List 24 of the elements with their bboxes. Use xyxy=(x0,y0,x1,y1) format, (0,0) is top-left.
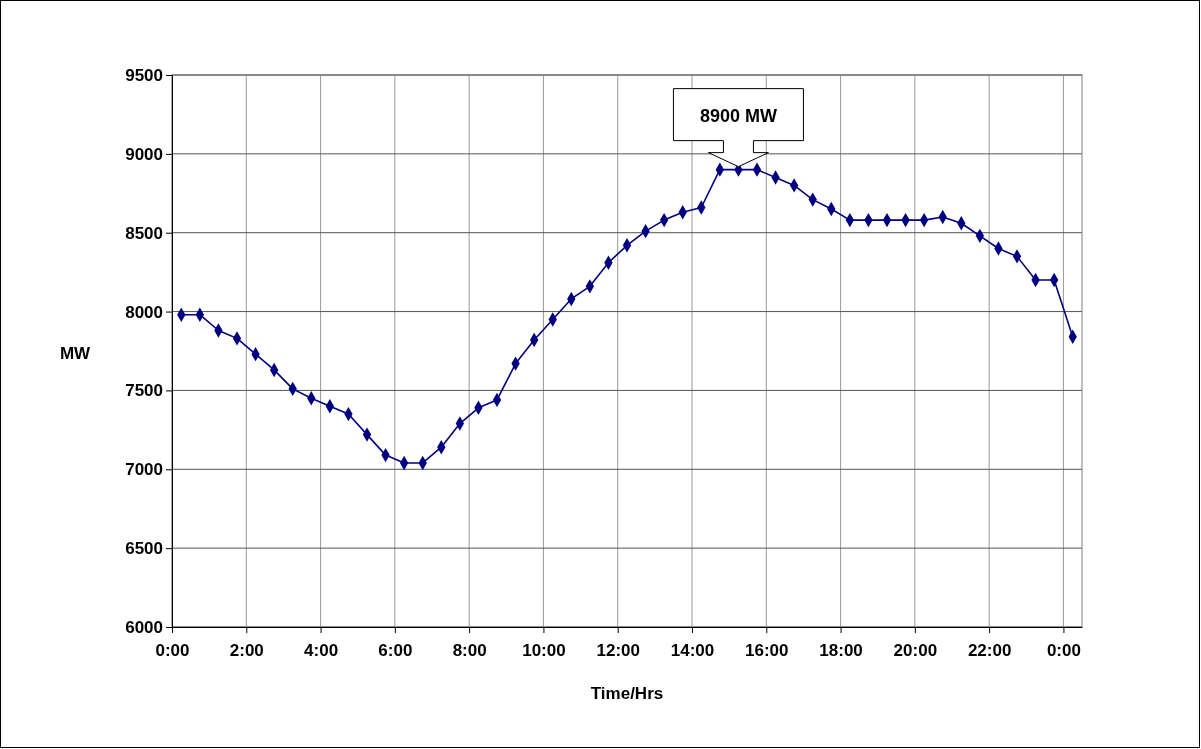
x-tick-label: 0:00 xyxy=(1046,641,1081,661)
y-tick-label: 7000 xyxy=(125,460,163,480)
y-tick-label: 9500 xyxy=(125,65,163,85)
x-tick-label: 6:00 xyxy=(378,641,413,661)
x-tick-label: 4:00 xyxy=(304,641,339,661)
y-tick-label: 9000 xyxy=(125,144,163,164)
x-tick-label: 16:00 xyxy=(745,641,789,661)
x-tick-label: 18:00 xyxy=(819,641,863,661)
x-tick-label: 2:00 xyxy=(229,641,264,661)
x-tick-label: 10:00 xyxy=(522,641,566,661)
x-axis-title: Time/Hrs xyxy=(590,684,664,703)
x-tick-label: 14:00 xyxy=(670,641,715,661)
x-tick-label: 8:00 xyxy=(452,641,487,661)
x-tick-label: 12:00 xyxy=(596,641,640,661)
x-tick-label: 22:00 xyxy=(967,641,1012,661)
y-tick-label: 6000 xyxy=(125,617,163,637)
y-tick-label: 8000 xyxy=(125,302,163,322)
y-tick-label: 6500 xyxy=(125,539,163,559)
y-tick-label: 8500 xyxy=(125,223,163,243)
x-tick-label: 20:00 xyxy=(893,641,938,661)
y-axis-title: MW xyxy=(59,344,92,363)
annotation: 8900 MW xyxy=(699,105,777,126)
y-tick-label: 7500 xyxy=(125,381,163,401)
x-tick-label: 0:00 xyxy=(155,641,190,661)
